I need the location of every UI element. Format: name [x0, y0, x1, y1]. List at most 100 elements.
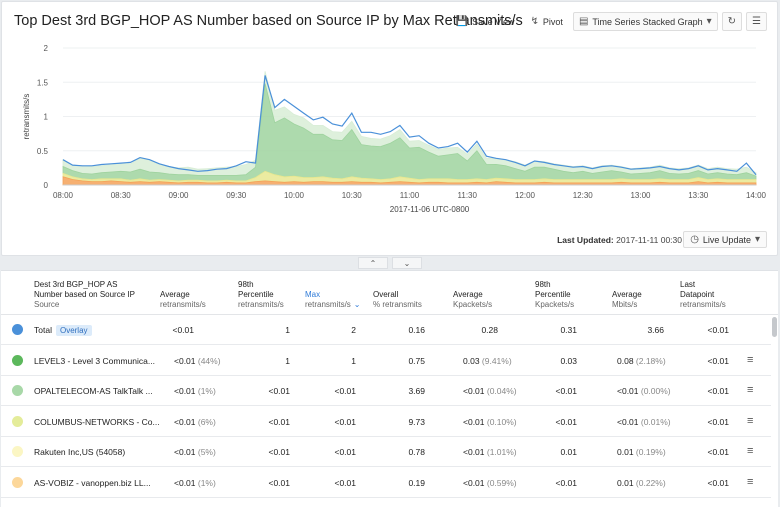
source-name: LEVEL3 - Level 3 Communica...: [34, 356, 155, 366]
scrollbar[interactable]: [772, 317, 777, 337]
cell-overall: 0.16: [408, 325, 425, 335]
cell-kpps: 0.03 (9.41%): [463, 356, 512, 366]
column-header-6[interactable]: 98th Percentile Kpackets/s: [535, 280, 574, 310]
cell-max: <0.01: [334, 417, 356, 427]
cell-percent: (1.01%): [484, 447, 517, 457]
live-update-button[interactable]: ◷ Live Update ▾: [683, 231, 767, 248]
cell-avg: <0.01 (5%): [174, 447, 216, 457]
column-header-8[interactable]: Last Datapoint retransmits/s: [680, 280, 726, 310]
source-name-text: OPALTELECOM-AS TalkTalk ...: [34, 386, 153, 396]
y-tick-label: 2: [44, 44, 49, 53]
save-icon: 💾: [455, 15, 469, 27]
chevron-down-icon: ⌄: [403, 258, 411, 268]
cell-value: <0.01: [555, 477, 577, 488]
overlay-badge[interactable]: Overlay: [55, 325, 92, 336]
series-color-dot: [12, 415, 23, 427]
cell-max: <0.01: [334, 478, 356, 488]
source-name: Total Overlay: [34, 325, 92, 336]
row-menu-icon[interactable]: ≡: [747, 384, 754, 396]
cell-percent: (9.41%): [479, 355, 512, 366]
cell-value: 9.73: [408, 416, 425, 427]
cell-kpps: <0.01 (1.01%): [463, 447, 517, 457]
cell-value: 0.03: [463, 355, 480, 366]
save-view-button[interactable]: 💾 Save View: [450, 12, 521, 31]
row-menu-icon[interactable]: ≡: [747, 445, 754, 457]
collapse-up-button[interactable]: ⌃: [358, 257, 388, 269]
cell-value: <0.01: [174, 477, 196, 488]
series-color-dot: [12, 476, 23, 488]
series-color-dot: [12, 446, 23, 457]
last-updated-label: Last Updated:: [557, 235, 614, 245]
row-menu-icon[interactable]: ≡: [747, 475, 754, 488]
table-row[interactable]: Rakuten Inc,US (54058) <0.01 (5%) <0.01 <0.…: [1, 437, 771, 467]
column-header-text: Max: [305, 290, 321, 299]
source-name-text: Total: [34, 325, 52, 335]
cell-value: 0.31: [560, 325, 577, 335]
table-row[interactable]: COLUMBUS-NETWORKS - Co... <0.01 (6%) <0.01…: [1, 407, 771, 437]
cell-value: 0.28: [481, 325, 498, 335]
cell-percent: (0.10%): [484, 416, 517, 427]
table-row[interactable]: OPALTELECOM-AS TalkTalk ... <0.01 (1%) <0.…: [1, 376, 771, 406]
cell-value: 2: [351, 325, 356, 335]
row-menu-icon[interactable]: ≡: [747, 414, 754, 427]
column-header-text: Overall: [373, 290, 399, 299]
source-name: Rakuten Inc,US (54058): [34, 447, 125, 457]
x-tick-label: 09:00: [168, 191, 189, 200]
chevron-up-icon: ⌃: [369, 258, 377, 268]
cell-last: <0.01: [707, 447, 729, 457]
cell-value: <0.01: [707, 416, 729, 427]
cell-mbps: 0.01 (0.22%): [617, 478, 666, 488]
cell-value: <0.01: [707, 355, 729, 366]
column-header-0[interactable]: Dest 3rd BGP_HOP AS Number based on Sourc…: [34, 280, 135, 310]
table-row[interactable]: AS-VOBIZ - vanoppen.biz LL... <0.01 (1%) <…: [1, 468, 771, 498]
cell-kpps98: 0.31: [560, 325, 577, 335]
column-header-7[interactable]: Average Mbits/s: [612, 290, 642, 310]
cell-kpps98: 0.01: [560, 447, 577, 457]
cell-kpps98: 0.03: [560, 356, 577, 366]
chevron-down-icon: ▾: [706, 15, 712, 27]
column-header-2[interactable]: 98th Percentile retransmits/s: [238, 280, 284, 310]
cell-value: 0.01: [617, 447, 634, 457]
cell-value: 3.69: [408, 386, 425, 396]
table-row[interactable]: Total Overlay <0.01 1 2 0.16 0.28 0.31 3.66 <0.01: [1, 315, 771, 345]
column-header-text: Last: [680, 280, 696, 289]
column-header-3[interactable]: Max retransmits/s ⌄: [305, 290, 361, 310]
cell-overall: 9.73: [408, 417, 425, 427]
cell-value: <0.01: [174, 386, 196, 396]
refresh-button[interactable]: ↻: [721, 12, 743, 31]
save-view-label: Save View: [472, 16, 515, 27]
column-header-5[interactable]: Average Kpackets/s: [453, 290, 492, 310]
series-color-dot: [12, 324, 23, 335]
page-title: Top Dest 3rd BGP_HOP AS Number based on …: [14, 13, 523, 29]
column-header-1[interactable]: Average retransmits/s: [160, 290, 206, 310]
cell-percent: (0.01%): [638, 416, 671, 427]
x-tick-label: 11:30: [458, 191, 478, 200]
series-color-dot: [12, 354, 23, 366]
column-header-text: Percentile: [238, 290, 274, 299]
column-header-text: % retransmits: [373, 300, 422, 309]
chart-panel: Top Dest 3rd BGP_HOP AS Number based on …: [1, 1, 778, 256]
column-header-4[interactable]: Overall% retransmits: [373, 290, 422, 310]
row-menu-icon[interactable]: ≡: [747, 353, 754, 366]
expand-down-button[interactable]: ⌄: [392, 257, 422, 269]
cell-percent: (6%): [195, 416, 216, 427]
cell-value: <0.01: [268, 416, 290, 427]
graph-type-select[interactable]: ▤ Time Series Stacked Graph ▾: [572, 12, 718, 31]
cell-avg: <0.01 (44%): [174, 356, 221, 366]
column-header-text: Kpackets/s: [453, 300, 493, 309]
cell-value: 1: [285, 325, 290, 335]
pivot-button[interactable]: ↯ Pivot: [525, 12, 569, 31]
x-tick-label: 09:30: [226, 191, 247, 200]
cell-max: 2: [351, 325, 356, 335]
y-tick-label: 1.5: [37, 78, 49, 87]
cell-percent: (2.18%): [633, 355, 666, 366]
table-row[interactable]: LEVEL3 - Level 3 Communica... <0.01 (44%)…: [1, 346, 771, 376]
cell-percent: (1%): [195, 477, 216, 488]
cell-percent: (0.00%): [638, 386, 671, 396]
column-header-text: Average: [453, 290, 483, 299]
y-tick-label: 0.5: [37, 147, 49, 156]
menu-button[interactable]: ☰: [746, 12, 767, 31]
y-tick-label: 0: [44, 181, 49, 190]
cell-value: <0.01: [555, 386, 577, 396]
cell-value: <0.01: [268, 386, 290, 396]
